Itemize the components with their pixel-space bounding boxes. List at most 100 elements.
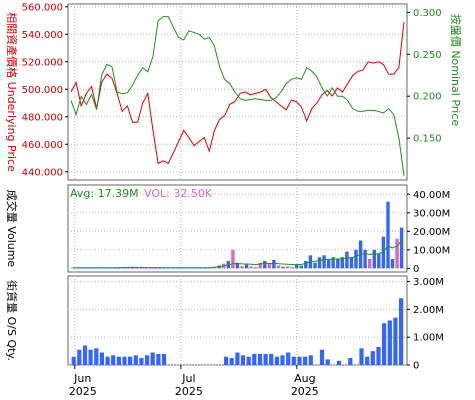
os-qty-bar [382,323,387,365]
price-right-tick-3: 0.150 [413,134,442,145]
os-qty-bar [145,355,150,365]
volume-bar [235,262,240,269]
os-qty-bar [376,346,381,365]
os-qty-bar [77,349,82,365]
os-qty-bar [399,298,404,366]
os-qty-panel: 3.00M 2.00M 1.00M 0 街貨量 O/S Qty. [5,275,444,372]
os-qty-bar [111,355,116,365]
os-qty-bar [122,356,127,365]
volume-bar [390,259,395,269]
volume-bar [135,267,139,269]
os-qty-bar [88,349,93,365]
os-qty-bar [269,353,274,365]
volume-bar [267,263,272,269]
nominal-price-axis-label: 按盤價 Nominal Price [449,14,463,127]
volume-bar [244,264,249,269]
volume-bar [340,257,344,269]
price-panel: 560.000 540.000 520.000 500.000 480.000 460.0… [5,2,463,181]
os-qty-bar [274,356,279,365]
volume-tick-1: 30.00M [413,208,450,219]
os-qty-bar [303,356,308,365]
os-tick-3: 0 [413,361,419,372]
nominal-price-line [70,16,405,176]
x-tick-year-1: 2025 [175,385,203,398]
volume-bar [381,236,386,269]
volume-average-line [73,240,403,269]
os-qty-bar [246,356,251,365]
os-qty-bar [224,356,229,365]
volume-frame [67,184,408,273]
os-qty-bar [359,348,364,365]
volume-bar [240,266,244,269]
volume-tick-4: 0 [413,264,419,275]
os-qty-bar [229,358,234,365]
os-qty-bar [99,352,104,365]
os-qty-bar [336,360,342,365]
volume-panel: 40.00M 30.00M 20.00M 10.00M 0 Avg: 17.39M VOL:… [5,184,450,275]
volume-bar [281,266,285,269]
os-qty-bar [94,348,99,365]
volume-bar [372,249,376,269]
os-tick-2: 1.00M [413,333,444,344]
price-left-tick-4: 480.000 [22,112,63,123]
os-qty-bar [319,349,325,365]
volume-bar [254,267,258,269]
os-qty-bar [348,358,353,365]
volume-bar [276,265,281,269]
volume-bar [285,266,290,269]
os-qty-bar [263,353,268,365]
os-frame [67,275,408,366]
volume-bar [304,260,308,269]
os-qty-bar [286,352,291,365]
volume-bar [331,257,335,269]
volume-bar [377,253,381,269]
volume-bar [363,249,367,269]
os-tick-0: 3.00M [413,277,444,288]
volume-bar [121,267,126,269]
volume-bar [354,249,358,269]
volume-bar [249,266,253,269]
os-qty-bar [252,353,257,365]
os-qty-axis-label: 街貨量 O/S Qty. [5,280,19,361]
volume-bar [71,267,75,269]
volume-current-label: VOL: 32.50K [144,187,213,200]
os-qty-bar [139,358,144,365]
os-qty-bar [387,320,392,365]
os-qty-bar [128,356,133,365]
price-left-tick-5: 460.000 [22,140,63,151]
os-qty-bar [71,356,76,365]
volume-bar [130,267,135,269]
volume-bar [299,265,303,269]
os-qty-bar [82,345,88,365]
volume-bar [126,267,130,269]
x-tick-month-0: Jun [73,372,91,385]
volume-bar [399,227,404,269]
os-qty-bar [325,359,330,365]
price-left-tick-0: 560.000 [22,2,63,13]
price-left-tick-3: 500.000 [22,85,63,96]
os-tick-1: 2.00M [413,305,444,316]
volume-bar [322,255,326,269]
volume-tick-0: 40.00M [413,190,450,201]
volume-tick-2: 20.00M [413,227,450,238]
volume-bar [272,260,276,269]
os-qty-bar [308,355,313,365]
x-tick-month-2: Aug [294,372,315,385]
volume-bar [395,238,399,269]
os-qty-bar [150,352,155,365]
price-right-tick-0: 0.300 [413,8,442,19]
price-right-tick-1: 0.250 [413,50,442,61]
volume-bar [349,257,354,269]
os-qty-bar [156,353,161,365]
volume-bar [258,262,262,269]
os-qty-bar [257,353,263,365]
os-qty-bar [393,317,398,365]
volume-bar [263,260,267,269]
underlying-price-axis-label: 相關資產價格 Underlying Price [5,12,19,172]
os-qty-bar [365,356,370,365]
os-qty-bar [280,355,285,365]
x-tick-year-0: 2025 [69,385,97,398]
os-qty-bar [291,356,296,365]
